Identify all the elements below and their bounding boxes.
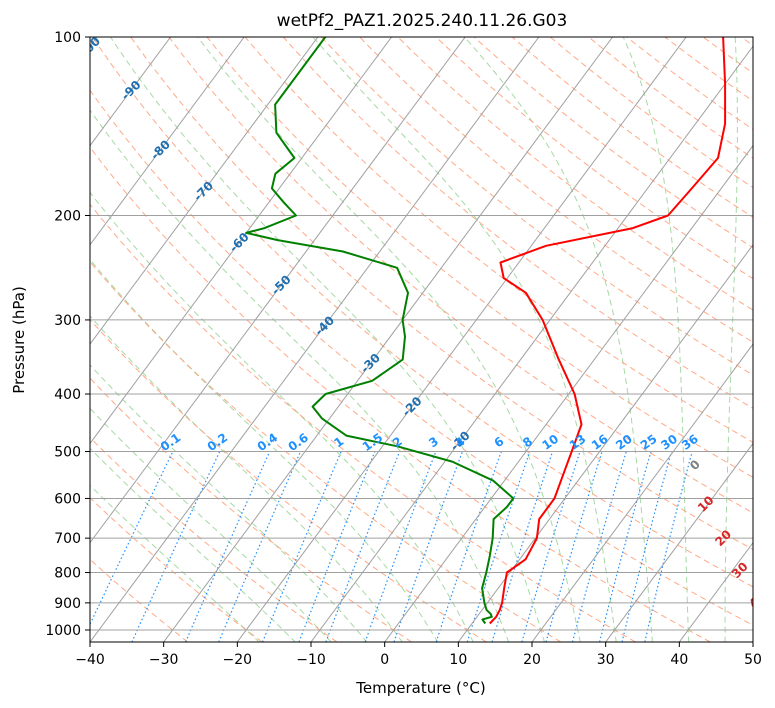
- moist-adiabat-line: [197, 37, 581, 642]
- moist-adiabat-line: [724, 37, 738, 642]
- isotherm-line: [605, 442, 753, 642]
- dry-adiabat-line: [168, 37, 753, 514]
- isotherm-line: [90, 37, 319, 345]
- dry-adiabat-line: [92, 37, 753, 588]
- x-tick-label: 50: [744, 652, 762, 668]
- moist-adiabat-line: [622, 37, 690, 642]
- mixing-ratio-line: [218, 451, 302, 642]
- x-axis-label: Temperature (°C): [355, 679, 485, 697]
- dry-adiabat-line: [435, 37, 753, 280]
- isotherm-line: [90, 37, 172, 147]
- isotherm-line: [90, 37, 540, 642]
- mixing-ratio-line: [491, 451, 554, 642]
- dry-adiabat-line: [90, 318, 487, 642]
- mixing-ratio-line: [262, 451, 342, 642]
- y-tick-label: 800: [54, 566, 81, 582]
- x-axis: −40 −30 −20 −10 0 10 20 30 40 50: [75, 642, 762, 668]
- dry-adiabat-line: [90, 89, 753, 626]
- dry-adiabat-line: [130, 37, 753, 551]
- isotherm-line: [531, 343, 753, 642]
- moist-adiabat-line: [312, 37, 617, 642]
- y-tick-label: 700: [54, 531, 81, 547]
- dry-adiabat-line: [90, 377, 412, 642]
- moist-adiabat-line: [90, 315, 403, 642]
- y-tick-label: 400: [54, 387, 81, 403]
- y-tick-label: 300: [54, 313, 81, 329]
- moist-adiabat-line: [90, 258, 439, 642]
- y-tick-label: 1000: [45, 623, 81, 639]
- theta-e-label: 40: [746, 589, 768, 611]
- x-tick-label: −10: [296, 652, 326, 668]
- dry-adiabat-line: [206, 37, 753, 478]
- dry-adiabat-line: [359, 37, 753, 343]
- x-tick-label: −30: [149, 652, 179, 668]
- isotherm-line: [384, 144, 753, 642]
- mixing-ratio-line: [466, 451, 531, 642]
- moist-adiabat-line: [110, 37, 545, 642]
- mixing-ratio-line: [599, 451, 652, 642]
- y-tick-label: 100: [54, 30, 81, 46]
- isotherm-line: [90, 37, 393, 445]
- dewpoint-profile: [245, 37, 515, 625]
- mixing-ratio-line: [435, 451, 502, 642]
- plot-area: -100-90-80-70-60-50-40-30-20-10 0.1 0.2 0.…: [90, 37, 768, 642]
- dry-adiabat-line: [550, 37, 753, 189]
- moist-adiabat-line: [90, 407, 332, 642]
- y-axis: 100 200 300 400 500 600 700 800 900 1000: [45, 30, 90, 639]
- mixing-ratio-line: [298, 451, 376, 642]
- mixing-ratio-line: [521, 451, 581, 642]
- moist-adiabat-line: [90, 109, 510, 642]
- isobars: [90, 37, 753, 631]
- isotherm-line: [310, 45, 753, 642]
- mixing-ratio-line: [90, 451, 174, 626]
- moist-adiabat-line: [90, 364, 368, 642]
- x-tick-label: 40: [670, 652, 688, 668]
- isotherm-line: [163, 37, 614, 642]
- y-axis-label: Pressure (hPa): [10, 286, 28, 394]
- chart-title: wetPf2_PAZ1.2025.240.11.26.G03: [277, 11, 568, 31]
- dry-adiabat-line: [90, 203, 636, 642]
- y-tick-label: 900: [54, 596, 81, 612]
- x-tick-label: 10: [449, 652, 467, 668]
- isotherms: [90, 37, 753, 642]
- dry-adiabat-line: [473, 37, 753, 249]
- isotherm-line: [752, 641, 753, 642]
- dry-adiabat-line: [321, 37, 753, 376]
- profiles: [245, 37, 727, 625]
- mixing-ratio-line: [571, 451, 627, 642]
- mixing-ratio-line: [621, 451, 673, 642]
- x-tick-label: 20: [523, 652, 541, 668]
- x-tick-label: −40: [75, 652, 105, 668]
- plot-frame: [89, 36, 754, 643]
- moist-adiabats: [90, 37, 738, 642]
- mixing-ratio-line: [325, 451, 401, 642]
- isotherm-line: [236, 37, 687, 642]
- mixing-ratio-lines: [90, 451, 693, 642]
- mixing-ratio-line: [364, 451, 437, 642]
- y-tick-label: 600: [54, 491, 81, 507]
- dry-adiabat-line: [282, 37, 753, 409]
- moist-adiabat-line: [464, 37, 653, 642]
- isotherm-line: [90, 37, 466, 544]
- x-tick-label: 0: [380, 652, 389, 668]
- x-tick-label: 30: [597, 652, 615, 668]
- isotherm-line: [90, 37, 245, 246]
- isotherm-line: [457, 243, 753, 642]
- y-tick-label: 200: [54, 209, 81, 225]
- x-tick-label: −20: [223, 652, 253, 668]
- dry-adiabat-line: [511, 37, 753, 218]
- temperature-profile: [489, 37, 727, 625]
- dry-adiabat-line: [90, 497, 263, 642]
- y-tick-label: 500: [54, 444, 81, 460]
- mixing-ratio-line: [545, 451, 603, 642]
- dry-adiabat-line: [90, 261, 562, 642]
- dry-adiabats: [90, 37, 753, 642]
